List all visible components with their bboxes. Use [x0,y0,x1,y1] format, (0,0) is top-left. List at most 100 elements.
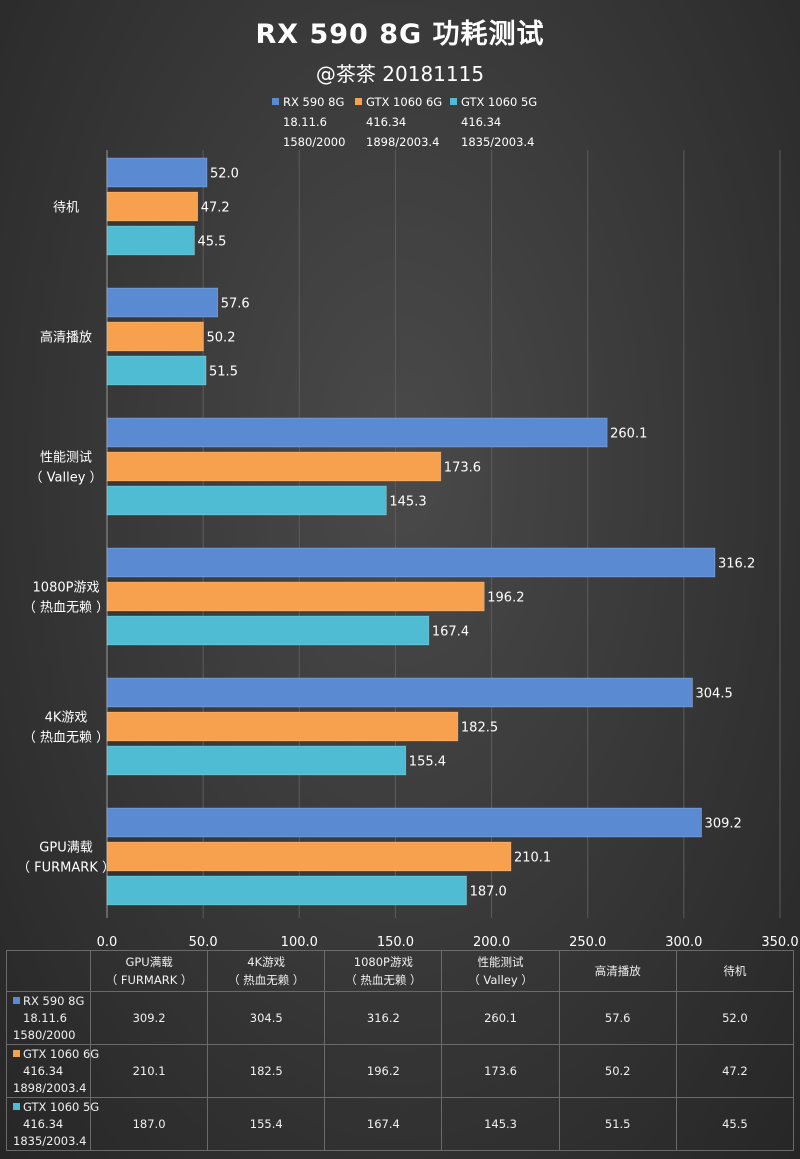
bar [106,807,702,838]
row-swatch [13,1102,20,1110]
x-tick-label: 0.0 [97,935,118,950]
table-cell: 309.2 [89,991,209,1045]
bar [106,841,512,872]
x-tick-label: 300.0 [665,935,702,950]
bar-value-label: 167.4 [432,625,469,640]
category-label: 待机 [53,201,79,216]
legend-swatch [450,98,457,105]
legend-label: RX 590 8G [283,95,345,109]
bar [106,615,430,646]
table-header-row: GPU满载（ FURMARK ） 4K游戏（ 热血无赖 ） 1080P游戏（ 热… [6,950,795,992]
legend-driver: 416.34 [461,115,502,129]
x-tick-label: 250.0 [569,935,606,950]
table-cell: 167.4 [324,1097,443,1151]
table-cell: 45.5 [675,1097,795,1151]
category-label: 高清播放 [40,330,92,346]
category-label: （ 热血无赖 ） [23,731,109,746]
bar-value-label: 155.4 [409,755,446,770]
bar-value-label: 50.2 [207,331,236,346]
legend-label: GTX 1060 5G [461,95,538,109]
table-row: RX 590 8G 18.11.6 1580/2000 309.2 304.5 … [6,991,795,1045]
legend-swatch [272,98,279,105]
category-label: GPU满载 [39,841,92,856]
table-cell: 52.0 [675,991,795,1045]
bar [106,485,387,516]
chart-title: RX 590 8G 功耗测试 [255,19,545,50]
x-tick-label: 100.0 [281,935,318,950]
category-label: 1080P游戏 [33,581,100,596]
bar [106,677,693,708]
table-header: 高清播放 [558,950,677,992]
bar [106,547,716,578]
bar [106,451,442,482]
x-tick-label: 350.0 [761,935,798,950]
row-swatch [13,1049,20,1057]
legend-clock: 1898/2003.4 [366,135,440,149]
table-cell: 187.0 [89,1097,209,1151]
x-tick-label: 50.0 [189,935,218,950]
data-table: GPU满载（ FURMARK ） 4K游戏（ 热血无赖 ） 1080P游戏（ 热… [6,950,795,1151]
table-cell: 260.1 [441,991,560,1045]
table-cell: 50.2 [558,1044,677,1098]
table-row-head: GTX 1060 6G 416.34 1898/2003.4 [6,1044,99,1098]
bar-value-label: 51.5 [209,365,238,380]
table-row: GTX 1060 5G 416.34 1835/2003.4 187.0 155… [6,1097,795,1151]
table-header: 1080P游戏（ 热血无赖 ） [324,950,443,992]
table-corner-cell [6,950,91,992]
category-label: （ Valley ） [29,471,102,486]
table-cell: 304.5 [207,991,326,1045]
legend-swatch [355,98,362,105]
table-cell: 173.6 [441,1044,560,1098]
table-cell: 51.5 [558,1097,677,1151]
bar-value-label: 145.3 [389,495,426,510]
chart-subtitle: @茶茶 20181115 [315,62,485,86]
bar-value-label: 182.5 [461,721,498,736]
table-cell: 196.2 [324,1044,443,1098]
table-header: 4K游戏（ 热血无赖 ） [207,950,326,992]
table-row: GTX 1060 6G 416.34 1898/2003.4 210.1 182… [6,1044,795,1098]
table-header: GPU满载（ FURMARK ） [89,950,209,992]
legend-entry-rx590: RX 590 8G 18.11.6 1580/2000 [272,92,345,152]
legend-clock: 1835/2003.4 [461,135,535,149]
table-cell: 145.3 [441,1097,560,1151]
bar-chart: 0.0 50.0 100.0 150.0 200.0 250.0 300.0 350.0 待机高… [17,150,798,950]
table-cell: 316.2 [324,991,443,1045]
bar-value-label: 309.2 [705,817,742,832]
bar [106,711,459,742]
row-swatch [13,996,20,1004]
bar-value-label: 196.2 [487,591,524,606]
legend-entry-gtx1060-6g: GTX 1060 6G 416.34 1898/2003.4 [355,92,442,152]
bar-value-label: 316.2 [718,557,755,572]
table-cell: 210.1 [89,1044,209,1098]
bar-value-label: 47.2 [201,201,230,216]
bar [106,875,467,906]
category-label: （ 热血无赖 ） [23,601,109,616]
legend-entry-gtx1060-5g: GTX 1060 5G 416.34 1835/2003.4 [450,92,537,152]
bar [106,287,219,318]
x-tick-label: 150.0 [377,935,414,950]
table-header: 性能测试（ Valley ） [441,950,560,992]
legend-driver: 416.34 [366,115,407,129]
legend-label: GTX 1060 6G [366,95,443,109]
bar-value-label: 173.6 [444,461,481,476]
bar [106,157,208,188]
bar-value-label: 210.1 [514,851,551,866]
category-label: 4K游戏 [45,711,88,726]
category-label: 性能测试 [40,451,92,466]
bar-value-label: 57.6 [221,297,250,312]
bar [106,581,485,612]
bar-value-label: 45.5 [197,235,226,250]
bar-value-label: 187.0 [470,885,507,900]
table-row-head: GTX 1060 5G 416.34 1835/2003.4 [6,1097,99,1151]
bar [106,191,199,222]
bar [106,355,207,386]
category-label: （ FURMARK ） [17,861,115,876]
bar-value-label: 304.5 [696,687,733,702]
table-cell: 57.6 [558,991,677,1045]
legend-clock: 1580/2000 [283,135,346,149]
bar [106,745,407,776]
table-cell: 47.2 [675,1044,795,1098]
x-tick-label: 200.0 [473,935,510,950]
bar-value-label: 260.1 [610,427,647,442]
bar-value-label: 52.0 [210,167,239,182]
